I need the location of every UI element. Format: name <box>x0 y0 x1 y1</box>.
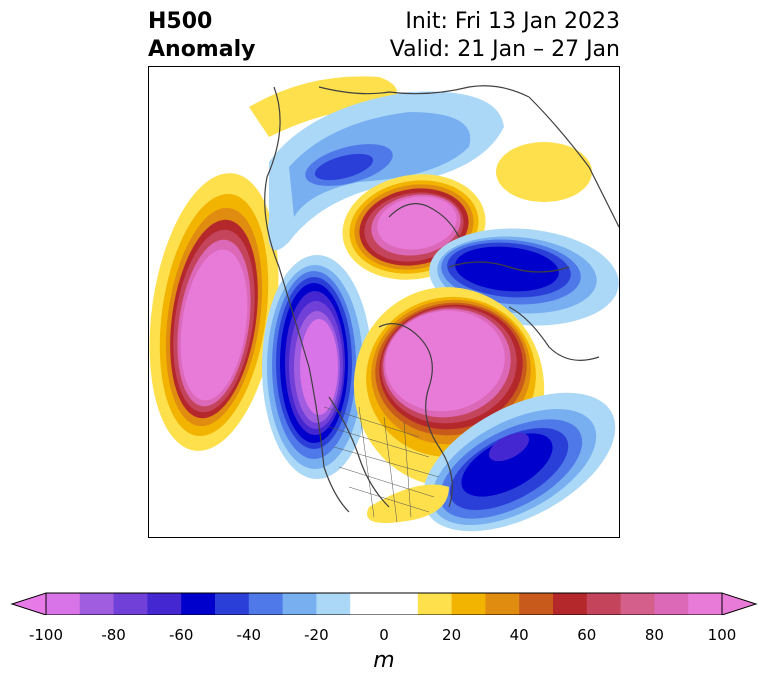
ridge-central-arctic <box>342 174 486 280</box>
date-block: Init: Fri 13 Jan 2023 Valid: 21 Jan – 27… <box>390 8 620 64</box>
colorbar-border <box>45 592 723 615</box>
valid-range: Valid: 21 Jan – 27 Jan <box>389 37 620 62</box>
colorbar-segment <box>384 593 419 615</box>
ridge-southeast-us <box>367 484 449 523</box>
colorbar-tick-label: 80 <box>644 626 664 644</box>
colorbar-tick-label: 20 <box>442 626 462 644</box>
colorbar-unit: m <box>373 648 395 673</box>
colorbar-tick-label: 0 <box>379 626 389 644</box>
colorbar-segment <box>485 593 520 615</box>
init-date: Init: Fri 13 Jan 2023 <box>405 9 620 34</box>
colorbar-tick-label: -100 <box>28 626 64 644</box>
colorbar-segment <box>181 593 216 615</box>
trough-east-siberia <box>268 91 504 251</box>
colorbar-segment <box>654 593 689 615</box>
colorbar-segment <box>519 593 554 615</box>
colorbar-segment <box>147 593 182 615</box>
colorbar-segment <box>316 593 351 615</box>
colorbar-tick-label: -60 <box>168 626 194 644</box>
colorbar-segment <box>79 593 115 615</box>
colorbar-segment <box>215 593 250 615</box>
coastlines <box>264 85 619 513</box>
colorbar-tick-label: 60 <box>577 626 597 644</box>
colorbar-segment <box>553 593 588 615</box>
title-variable: H500 <box>148 9 213 34</box>
state-borders <box>323 406 440 523</box>
ridge-north-pacific <box>149 173 279 451</box>
colorbar-segment <box>417 593 453 615</box>
trough-north-atlantic <box>422 392 616 532</box>
colorbar-extend-high <box>721 592 758 615</box>
colorbar-tick-label: -80 <box>101 626 126 644</box>
map-panel <box>148 66 620 538</box>
colorbar <box>10 592 758 615</box>
title-field: Anomaly <box>148 37 256 62</box>
colorbar-segment <box>113 593 148 615</box>
colorbar-tick-label: 100 <box>707 626 737 644</box>
colorbar-segment <box>282 593 317 615</box>
title-block: H500 Anomaly <box>148 8 255 64</box>
colorbar-segment <box>620 593 655 615</box>
anomaly-map <box>149 76 619 532</box>
colorbar-segment <box>46 593 81 615</box>
colorbar-tick-label: -20 <box>304 626 329 644</box>
colorbar-segment <box>688 593 723 615</box>
colorbar-tick-label: 40 <box>509 626 529 644</box>
colorbar-extend-low <box>10 592 47 615</box>
colorbar-segment <box>451 593 486 615</box>
colorbar-tick-label: -40 <box>236 626 262 644</box>
colorbar-segment <box>586 593 622 615</box>
colorbar-segment <box>248 593 284 615</box>
ridge-north-fringe <box>249 76 592 202</box>
colorbar-segment <box>350 593 385 615</box>
